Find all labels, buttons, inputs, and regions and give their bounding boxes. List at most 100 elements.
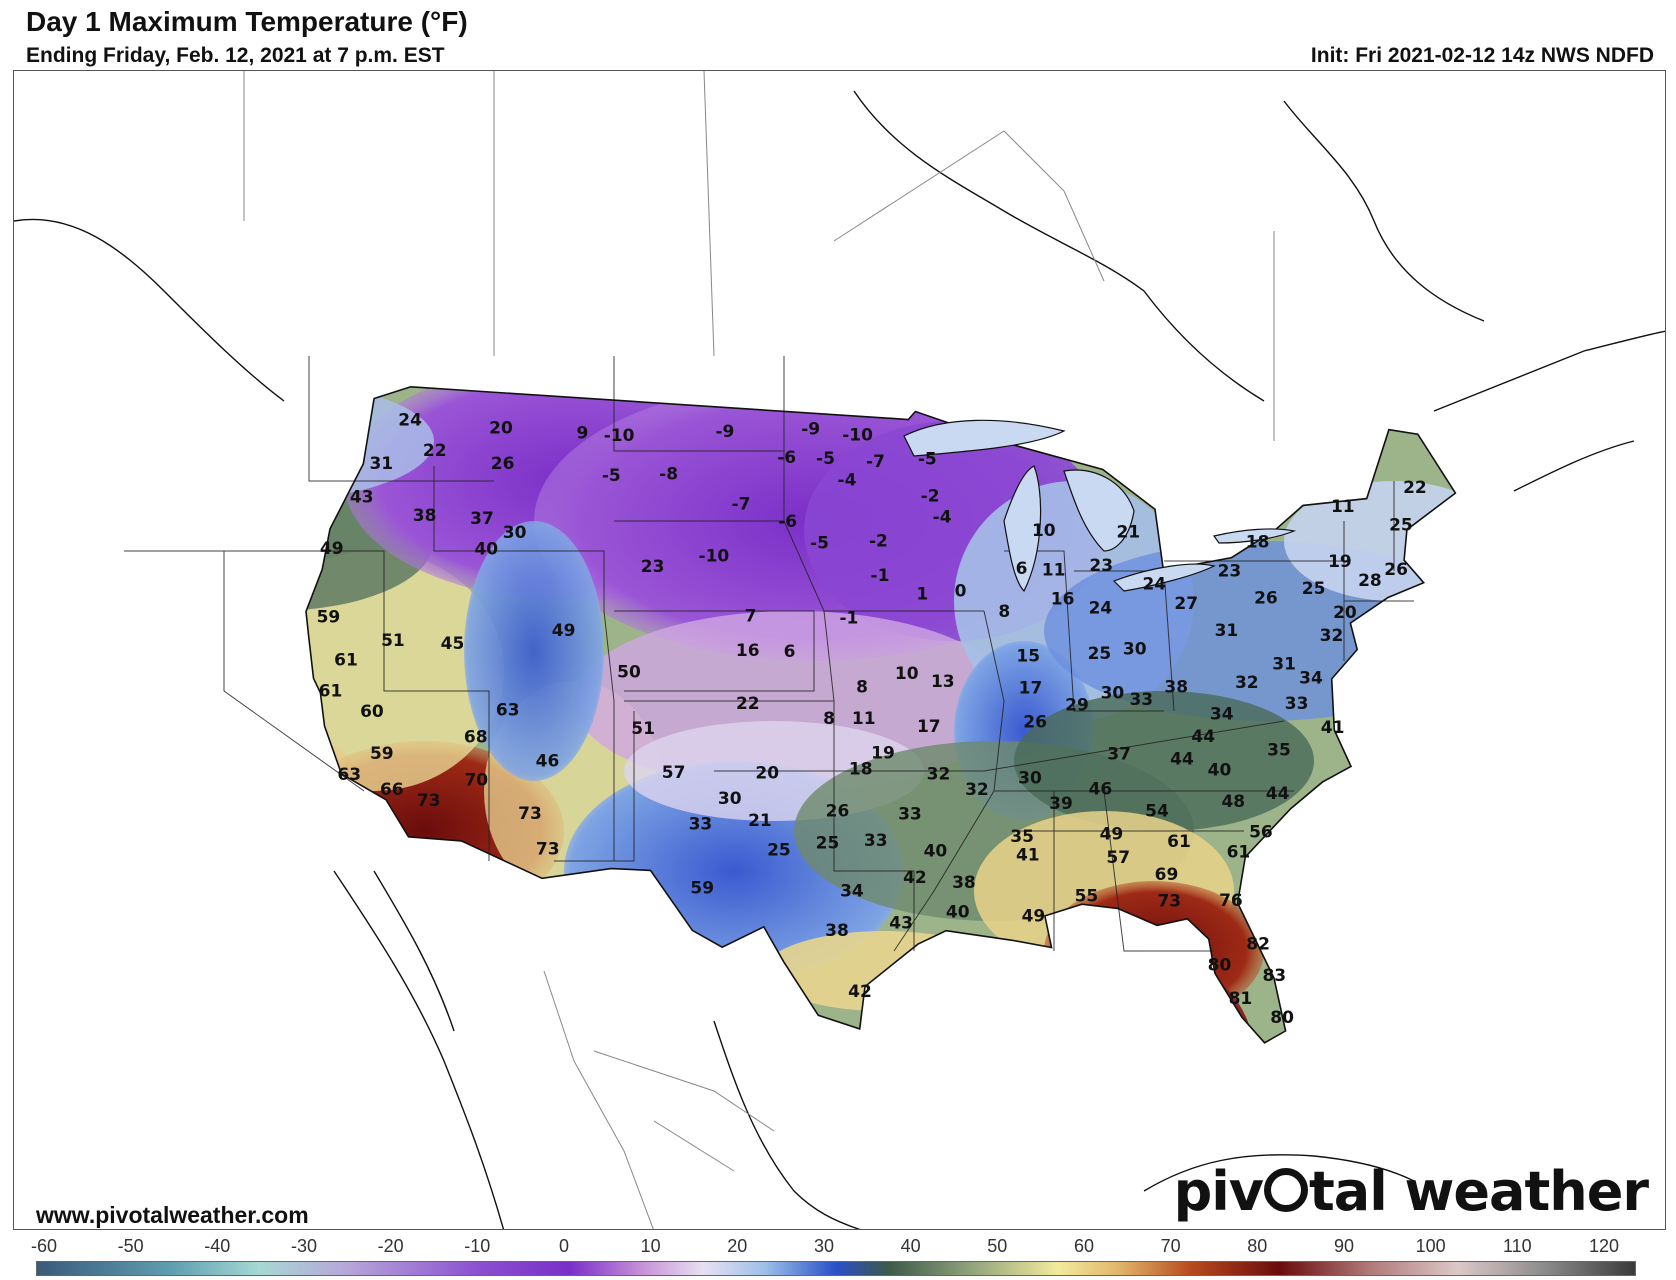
station-value: 32 [965,780,989,800]
station-value: 18 [849,760,873,780]
station-value: 31 [1215,621,1239,641]
site-url[interactable]: www.pivotalweather.com [36,1202,309,1228]
station-value: -9 [801,420,820,440]
station-value: 42 [848,982,872,1002]
station-value: 30 [1123,640,1147,660]
station-value: 35 [1267,741,1291,761]
station-value: 37 [1107,744,1131,764]
station-value: 50 [617,663,641,683]
station-value: 49 [1022,906,1046,926]
station-value: 59 [370,744,394,764]
conus-outline [305,385,1457,1044]
station-value: -10 [842,426,873,446]
station-value: 66 [380,780,404,800]
station-value: 80 [1270,1008,1294,1028]
station-value: 23 [1089,556,1113,576]
station-value: 22 [1403,478,1427,498]
station-value: 56 [1249,822,1273,842]
station-value: 30 [1018,769,1042,789]
station-value: 41 [1321,718,1345,738]
station-value: -8 [659,464,678,484]
colorbar-tick-label: -20 [377,1236,404,1256]
station-value: 57 [662,763,686,783]
station-value: 80 [1208,956,1232,976]
page-title: Day 1 Maximum Temperature (°F) [26,6,468,37]
station-value: 61 [1227,842,1251,862]
station-value: 16 [1051,590,1075,610]
station-value: 73 [518,804,542,824]
station-value: 17 [917,717,941,737]
station-value: 26 [1023,713,1047,733]
station-value: 33 [898,805,922,825]
colorbar-tick-label: 10 [640,1236,661,1256]
colorbar-tick-label: 80 [1247,1236,1268,1256]
station-value: 32 [927,765,951,785]
station-value: 17 [1019,678,1043,698]
station-value: 46 [1089,780,1113,800]
station-value: 41 [1016,846,1040,866]
colorbar-tick-label: 110 [1502,1236,1532,1256]
station-value: 26 [491,454,515,474]
station-value: 43 [350,488,374,508]
station-value: 24 [1089,599,1113,619]
station-value: 49 [320,539,344,559]
station-value: 27 [1174,594,1198,614]
station-value: 35 [1010,827,1034,847]
station-value: -6 [778,512,797,532]
station-value: 49 [552,621,576,641]
station-value: 11 [1331,497,1355,517]
station-value: 44 [1266,784,1290,804]
station-value: 21 [1116,523,1140,543]
colorbar-ticks: -60 -50 -40 -30 -20 -10 0 10 20 30 40 50 60 70 80 90 100… [0,1236,1676,1258]
colorbar-tick-label: -10 [464,1236,491,1256]
station-value: 45 [441,634,465,654]
station-value: 26 [1384,560,1408,580]
station-value: 33 [1129,690,1153,710]
station-value: 82 [1246,935,1270,955]
station-value: 43 [889,913,913,933]
station-value: 22 [423,441,447,461]
station-value: 60 [360,702,384,722]
station-value: 8 [998,602,1010,622]
station-value: -1 [871,566,890,586]
station-value: 10 [895,664,919,684]
station-value: 10 [1032,521,1056,541]
colorbar-tick-label: 90 [1333,1236,1355,1256]
station-value: 76 [1219,891,1243,911]
station-value: 37 [470,509,494,529]
station-value: 25 [816,833,840,853]
colorbar-tick-label: 40 [900,1236,921,1256]
station-value: 48 [1221,792,1245,812]
temperature-field [306,386,1456,1043]
station-value: 33 [689,815,713,835]
station-value: 24 [1142,575,1166,595]
station-value: 25 [1389,515,1413,535]
station-value: 69 [1155,865,1179,885]
station-value: 38 [413,506,437,526]
station-value: 25 [1088,644,1112,664]
station-value: 6 [784,642,796,662]
station-value: 28 [1358,571,1382,591]
brand-text-start: piv [1173,1160,1264,1223]
colorbar-tick-label: 120 [1588,1236,1620,1256]
station-value: 40 [474,539,498,559]
station-value: 20 [1333,603,1357,623]
station-value: -5 [918,449,937,469]
station-value: 34 [1299,668,1323,688]
station-value: 55 [1075,886,1099,906]
station-value: -5 [602,466,621,486]
station-value: 44 [1170,749,1194,769]
station-value: 54 [1145,801,1169,821]
state-lines [124,356,1414,952]
station-value: 39 [1049,794,1073,814]
station-value: 8 [856,677,868,697]
station-value: 33 [1285,694,1309,714]
station-value: 63 [496,700,520,720]
station-value: 24 [398,411,422,431]
colorbar-tick-label: 100 [1415,1236,1446,1256]
station-value: 49 [1100,825,1124,845]
brand-logo: piv tal weather [1173,1160,1649,1223]
station-value: 16 [736,641,760,661]
temperature-map: 24 20 22 26 31 43 38 37 30 40 49 59 51 45 61 61 60 59 63 66… [13,70,1666,1230]
station-value: 46 [536,751,560,771]
